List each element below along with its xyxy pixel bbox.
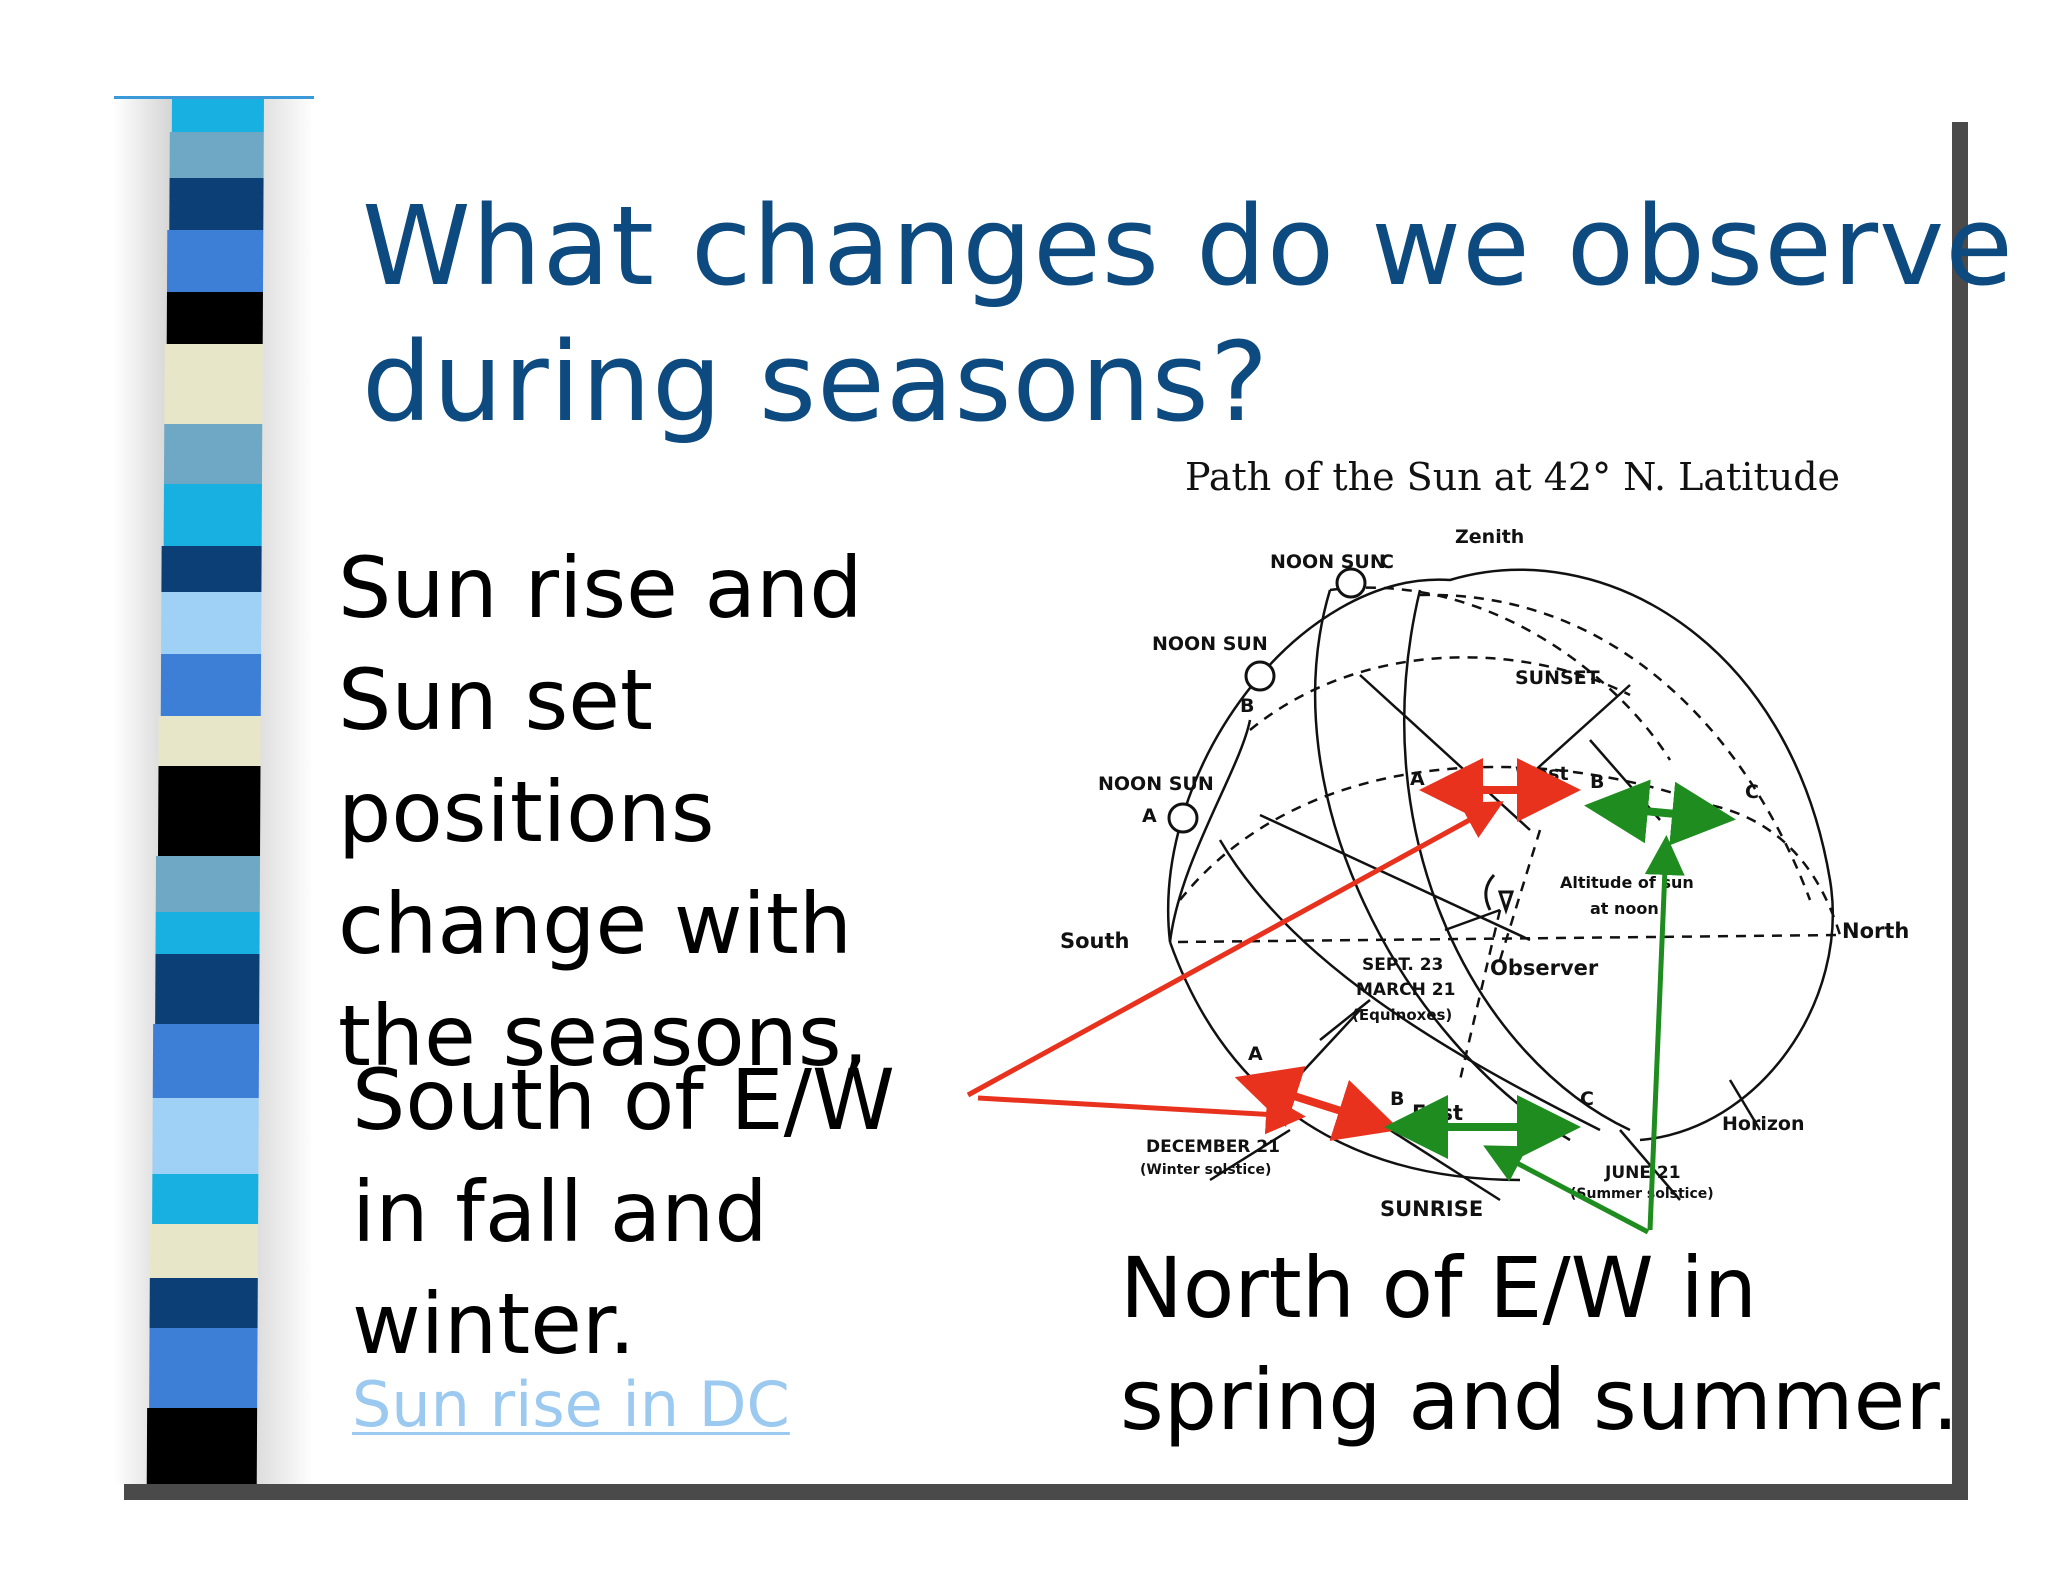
- label-c-top: C: [1380, 551, 1394, 573]
- text-south-fall-winter: South of E/W in fall and winter.: [352, 1051, 895, 1373]
- observer-icon: [1484, 873, 1515, 915]
- sun-positions: [1167, 567, 1367, 834]
- label-c-west: C: [1745, 781, 1759, 803]
- label-b-left: B: [1240, 695, 1254, 717]
- label-c-bottom: C: [1580, 1088, 1594, 1110]
- decorative-sidebar: [114, 96, 314, 1484]
- label-horizon: Horizon: [1722, 1113, 1804, 1135]
- label-north: North: [1842, 919, 1909, 943]
- label-june: JUNE 21: [1604, 1163, 1681, 1183]
- label-noon-sun-c: NOON SUN: [1270, 551, 1386, 573]
- slide-title: What changes do we observe during season…: [362, 178, 2014, 450]
- label-a-left: A: [1142, 805, 1157, 827]
- green-arrow-to-sunset: [1644, 835, 1685, 1231]
- label-altitude-2: at noon: [1590, 899, 1659, 918]
- label-sunset: SUNSET: [1515, 667, 1600, 689]
- label-a-bottom: A: [1248, 1043, 1263, 1065]
- sun-rise-dc-link[interactable]: Sun rise in DC: [352, 1368, 790, 1441]
- red-arrow-to-sunset: [966, 801, 1504, 1098]
- green-arrows: [1384, 779, 1736, 1235]
- label-south: South: [1060, 929, 1130, 953]
- red-arrow-to-sunrise: [977, 1094, 1306, 1135]
- title-line-1: What changes do we observe: [362, 182, 2014, 310]
- label-zenith: Zenith: [1455, 526, 1524, 548]
- label-noon-sun-b: NOON SUN: [1152, 633, 1268, 655]
- label-observer: Observer: [1490, 956, 1599, 980]
- green-double-arrow-west: [1584, 779, 1736, 846]
- label-december: DECEMBER 21: [1146, 1137, 1280, 1157]
- label-altitude-1: Altitude of sun: [1560, 873, 1694, 892]
- label-winter-solstice: (Winter solstice): [1140, 1162, 1271, 1178]
- red-arrows: [966, 758, 1581, 1141]
- green-arrow-to-sunrise: [1483, 1145, 1650, 1235]
- text-north-spring-summer: North of E/W in spring and summer.: [1120, 1239, 1959, 1449]
- text-sunrise-sunset: Sun rise and Sun set positions change wi…: [338, 539, 869, 1085]
- label-equinoxes: (Equinoxes): [1352, 1006, 1452, 1024]
- top-rule: [114, 96, 314, 99]
- label-noon-sun-a: NOON SUN: [1098, 773, 1214, 795]
- label-march: MARCH 21: [1356, 980, 1455, 1000]
- label-summer-solstice: (Summer solstice): [1570, 1186, 1714, 1202]
- label-sept: SEPT. 23: [1362, 955, 1443, 975]
- diagram-title: Path of the Sun at 42° N. Latitude: [1185, 455, 1840, 499]
- red-double-arrow-east: [1234, 1066, 1401, 1141]
- label-sunrise: SUNRISE: [1380, 1197, 1483, 1221]
- title-line-2: during seasons?: [362, 318, 1270, 446]
- dashed-paths: [1177, 586, 1842, 1081]
